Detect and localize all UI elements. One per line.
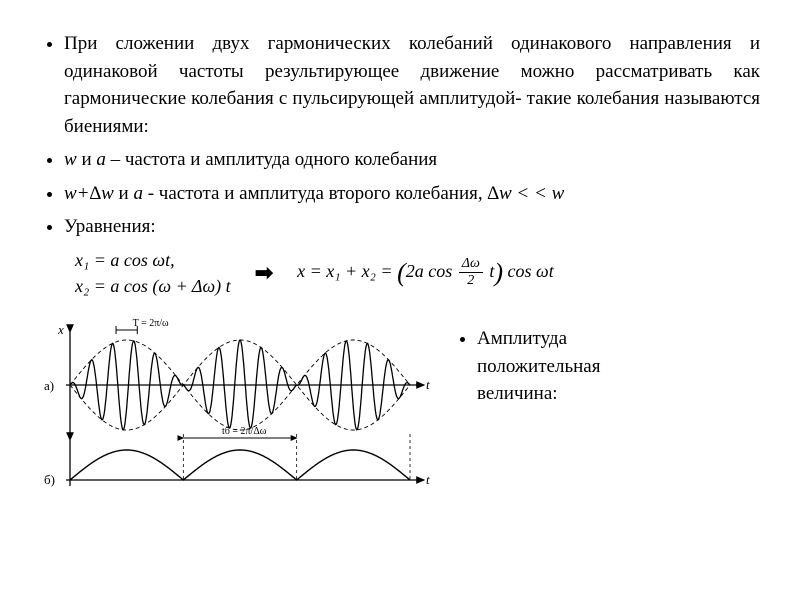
- txt-rest1: – частота и амплитуда одного колебания: [106, 149, 437, 170]
- sym-cond: ∆w < < w: [487, 183, 564, 204]
- eq-x2: x₂ = a cos (ω + Δω) t: [75, 273, 231, 299]
- txt-and1: и: [77, 149, 97, 170]
- bullet-intro: При сложении двух гармонических колебани…: [64, 30, 760, 140]
- eq-paren-close: ): [494, 258, 503, 287]
- equations-row: x₁ = a cos ωt, x₂ = a cos (ω + Δω) t ➡ x…: [75, 247, 760, 299]
- eq-left-column: x₁ = a cos ωt, x₂ = a cos (ω + Δω) t: [75, 247, 231, 299]
- eq-sum: x = x₁ + x₂ = (2a cos Δω2 t) cos ωt: [297, 254, 554, 292]
- sym-w2: w+∆w: [64, 183, 114, 204]
- sym-a2: a: [133, 183, 143, 204]
- eq-fraction: Δω2: [459, 257, 483, 288]
- eq-frac-num: Δω: [459, 257, 483, 273]
- bullet-eq: Уравнения:: [64, 213, 760, 241]
- svg-text:x: x: [57, 322, 64, 337]
- bullet-wa1: w и a – частота и амплитуда одного колеб…: [64, 146, 760, 174]
- svg-text:б): б): [44, 472, 55, 487]
- eq-t: t: [485, 261, 495, 281]
- sym-a1: a: [96, 149, 106, 170]
- eq-tail: cos ωt: [503, 261, 554, 281]
- arrow-icon: ➡: [249, 257, 279, 289]
- sym-w1: w: [64, 149, 77, 170]
- svg-text:t: t: [426, 472, 430, 487]
- txt-and2: и: [114, 183, 134, 204]
- bullet-wa2: w+∆w и a - частота и амплитуда второго к…: [64, 180, 760, 208]
- eq-frac-den: 2: [459, 273, 483, 288]
- eq-sum-left: x = x₁ + x₂ =: [297, 261, 397, 281]
- svg-text:T = 2π/ω: T = 2π/ω: [133, 318, 169, 329]
- svg-text:tб = 2π/Δω: tб = 2π/Δω: [222, 426, 267, 437]
- eq-x1: x₁ = a cos ωt,: [75, 247, 231, 273]
- beats-figure: xta)T = 2π/ωtб)Амплитудаtб = 2π/Δω: [40, 305, 430, 505]
- svg-text:a): a): [44, 378, 54, 393]
- bullet-amplitude-note: Амплитуда положительная величина:: [477, 325, 677, 408]
- eq-paren-open: (: [397, 258, 406, 287]
- svg-text:t: t: [426, 377, 430, 392]
- txt-rest2: - частота и амплитуда второго колебания,: [143, 183, 487, 204]
- eq-2acos: 2a cos: [406, 261, 457, 281]
